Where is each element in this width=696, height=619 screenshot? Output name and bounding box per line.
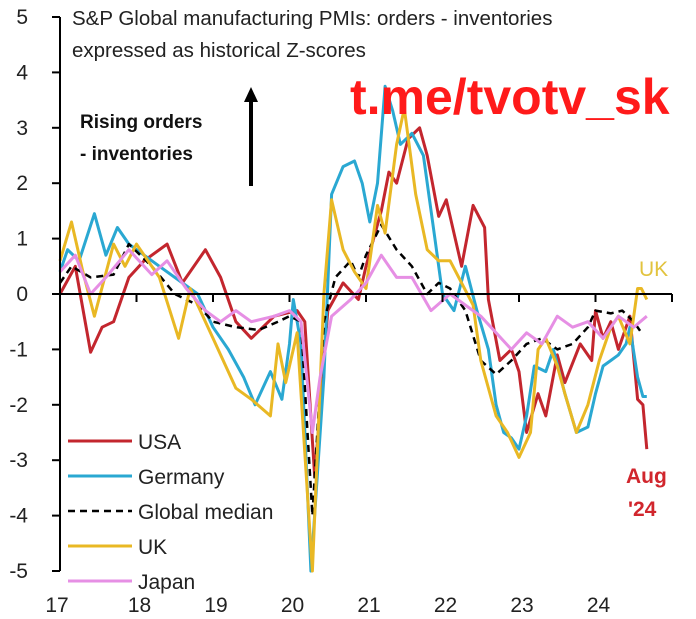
legend-label-germany: Germany [138,466,225,489]
legend-label-usa: USA [138,431,181,454]
y-tick-label: 5 [16,6,28,29]
x-tick-label: 24 [587,594,611,617]
y-tick-label: -1 [9,338,28,361]
chart-title: S&P Global manufacturing PMIs: orders - … [72,7,552,30]
x-tick-label: 17 [45,594,68,617]
x-tick-label: 21 [357,594,380,617]
uk-end-label: UK [639,258,668,281]
direction-note-line1: Rising orders [80,112,202,133]
chart-subtitle: expressed as historical Z-scores [72,39,366,62]
y-tick-label: -5 [9,560,28,583]
up-arrow-icon [244,87,258,186]
y-tick-label: 0 [16,283,28,306]
y-tick-label: 4 [16,61,28,84]
watermark: t.me/tvotv_sk [350,69,670,125]
end-date-label-line1: Aug [626,465,667,488]
series-line-usa [58,126,649,479]
x-tick-label: 22 [434,594,457,617]
legend-label-uk: UK [138,536,167,559]
direction-note-line2: - inventories [80,144,193,165]
end-date-label-line2: '24 [628,498,657,521]
y-tick-label: 1 [16,228,28,251]
x-tick-label: 20 [281,594,304,617]
y-tick-label: -3 [9,449,28,472]
legend-label-global-median: Global median [138,501,273,524]
x-tick-label: 18 [128,594,151,617]
x-tick-label: 19 [204,594,227,617]
legend: USA Germany Global median UK Japan [68,431,273,594]
legend-label-japan: Japan [138,571,195,594]
y-tick-label: -2 [9,394,28,417]
y-tick-label: 3 [16,117,28,140]
x-tick-label: 23 [510,594,533,617]
series-line-uk [58,106,649,573]
series-layer [58,84,649,573]
y-tick-label: 2 [16,172,28,195]
series-line-japan [58,248,648,434]
y-tick-label: -4 [9,505,28,528]
